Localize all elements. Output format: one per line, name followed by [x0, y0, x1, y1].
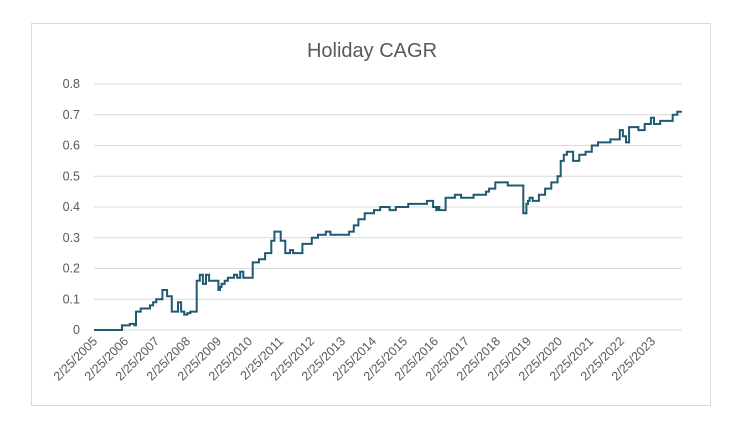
series-line: [94, 110, 682, 331]
line-chart: Holiday CAGR 0 0.1 0.2 0.3 0.4 0.5 0.6 0.7 0.8 2…: [51, 40, 682, 383]
y-axis-ticks: 0 0.1 0.2 0.3 0.4 0.5 0.6 0.7 0.8: [63, 77, 80, 337]
y-tick-label: 0.8: [63, 77, 80, 91]
chart-area: Holiday CAGR 0 0.1 0.2 0.3 0.4 0.5 0.6 0.7 0.8 2…: [31, 23, 711, 406]
y-tick-label: 0.2: [63, 262, 80, 276]
y-tick-label: 0.4: [63, 200, 80, 214]
y-tick-label: 0.7: [63, 108, 80, 122]
x-axis-ticks: 2/25/20052/25/20062/25/20072/25/20082/25…: [51, 334, 658, 383]
y-tick-label: 0.3: [63, 231, 80, 245]
y-tick-label: 0: [73, 323, 80, 337]
y-tick-label: 0.6: [63, 139, 80, 153]
chart-title: Holiday CAGR: [307, 40, 437, 62]
y-tick-label: 0.1: [63, 292, 80, 306]
y-tick-label: 0.5: [63, 169, 80, 183]
